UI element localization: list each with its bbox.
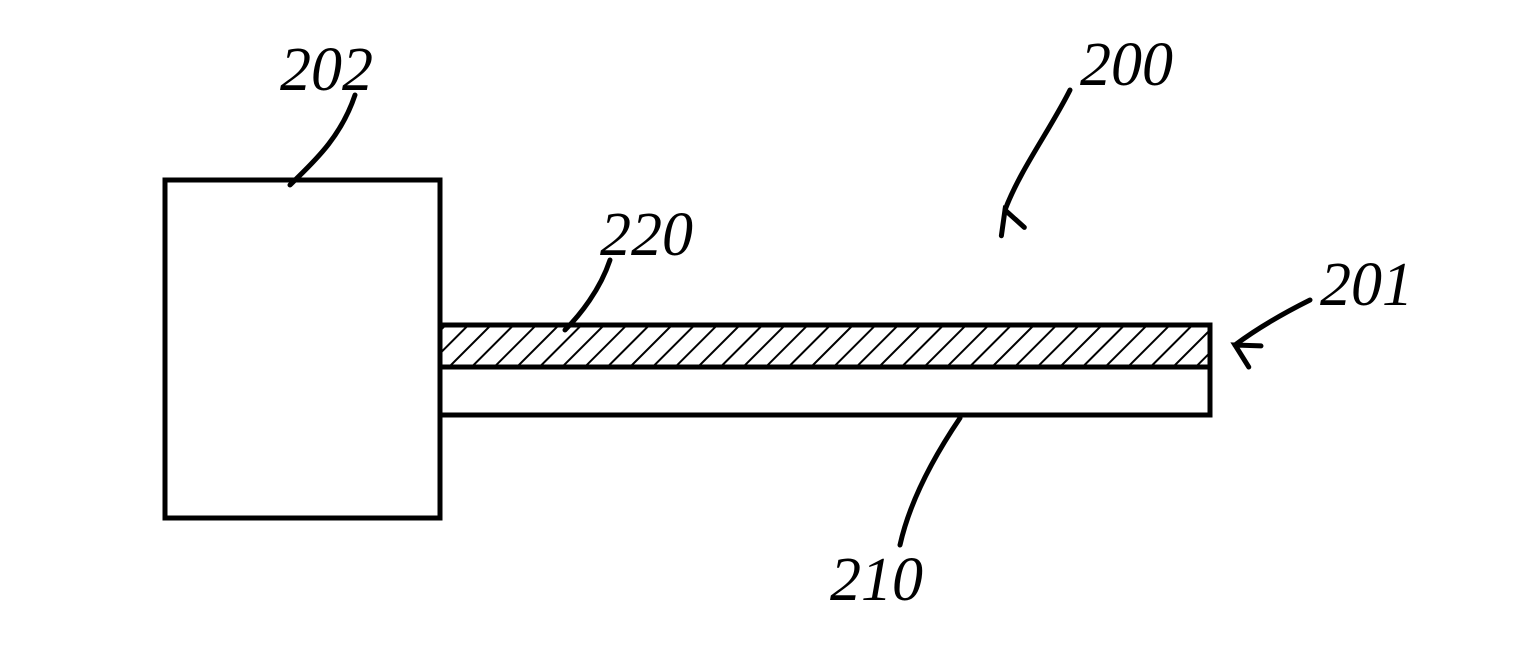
diagram-svg bbox=[0, 0, 1531, 656]
label-202: 202 bbox=[280, 35, 373, 106]
diagram-stage: 200 201 202 210 220 bbox=[0, 0, 1531, 656]
label-200: 200 bbox=[1080, 30, 1173, 101]
label-220: 220 bbox=[600, 200, 693, 271]
label-201: 201 bbox=[1320, 250, 1413, 321]
label-210: 210 bbox=[830, 545, 923, 616]
